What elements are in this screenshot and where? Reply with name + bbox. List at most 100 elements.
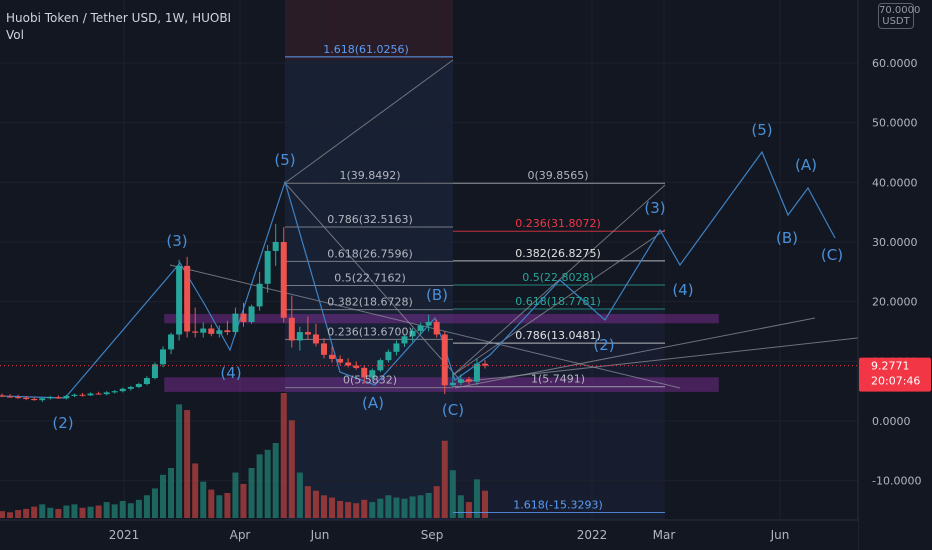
- volume-bar: [256, 454, 263, 518]
- volume-bar: [369, 502, 376, 518]
- symbol-title[interactable]: Huobi Token / Tether USD, 1W, HUOBI: [6, 11, 232, 25]
- volume-bar: [296, 472, 303, 518]
- price-tick-label: 40.0000: [872, 176, 918, 189]
- volume-bar: [232, 472, 239, 518]
- volume-bar: [47, 507, 54, 518]
- volume-bar: [312, 490, 319, 518]
- candle-body: [264, 250, 271, 284]
- wave-label: (3): [166, 232, 187, 250]
- candle-body: [168, 334, 175, 350]
- candle-body: [457, 379, 464, 383]
- annotation-labels: 1(39.8492) 0.786(32.5163) 0.618(26.7596) 0.…: [52, 43, 843, 512]
- volume-bar: [7, 512, 14, 518]
- candle-body: [200, 328, 207, 333]
- volume-bar: [87, 506, 94, 518]
- volume-bar: [280, 393, 287, 518]
- volume-bar: [272, 443, 279, 518]
- volume-bar: [39, 504, 46, 518]
- wave-label: (4): [220, 364, 241, 382]
- candle-body: [425, 321, 432, 326]
- fib-range-top-shade: [285, 0, 453, 60]
- candle-body: [208, 328, 215, 334]
- time-tick-label: Mar: [653, 528, 676, 542]
- volume-bar: [409, 496, 416, 518]
- volume-bar: [160, 474, 166, 518]
- candle-body: [256, 283, 263, 307]
- volume-bar: [465, 502, 472, 518]
- volume-bar: [55, 508, 62, 518]
- drawings: [0, 56, 931, 513]
- candle-body: [31, 398, 38, 401]
- wave-label: (5): [274, 151, 295, 169]
- volume-bar: [111, 504, 118, 518]
- currency-price-text: 70.0000: [879, 5, 921, 16]
- candle-body: [288, 317, 295, 341]
- volume-bar: [441, 440, 448, 518]
- trend-line: [452, 184, 666, 376]
- candle-body: [337, 358, 344, 363]
- candle-body: [329, 354, 336, 359]
- candle-body: [272, 241, 279, 251]
- price-tick-label: -10.0000: [872, 475, 921, 488]
- volume-bar: [135, 499, 142, 518]
- time-axis: 2021 Apr Jun Sep 2022 Mar Jun: [0, 519, 858, 550]
- candle-body: [192, 331, 199, 333]
- candle-body: [7, 396, 14, 398]
- time-tick-label: Jun: [770, 528, 790, 542]
- volume-bar: [385, 495, 392, 518]
- elliott-wave-path: [0, 150, 836, 399]
- candle-body: [441, 334, 448, 386]
- volume-bar: [433, 486, 440, 518]
- candle-body: [321, 343, 327, 355]
- volume-bar: [23, 508, 30, 518]
- wave-label: (C): [442, 401, 464, 419]
- volume-bar: [377, 498, 384, 518]
- wave-label: (A): [362, 394, 384, 412]
- candle-body: [417, 325, 424, 331]
- fib-level-label: 0.618(26.7596): [327, 247, 413, 260]
- candle-body: [401, 336, 408, 344]
- volume-bar: [329, 497, 336, 518]
- volume-bars: [0, 393, 488, 518]
- candle-body: [409, 330, 416, 337]
- candle-body: [361, 367, 368, 378]
- price-tick-label: 20.0000: [872, 296, 918, 309]
- price-tick-label: 60.0000: [872, 57, 918, 70]
- volume-bar: [0, 511, 5, 518]
- fib-right-label: 0.786(13.0481): [515, 329, 601, 342]
- candle-body: [216, 330, 223, 334]
- candle-body: [87, 393, 94, 396]
- price-tick-label: 50.0000: [872, 117, 918, 130]
- currency-button[interactable]: 70.0000 USDT: [878, 3, 921, 29]
- volume-bar: [393, 497, 400, 518]
- wave-label: (2): [52, 414, 73, 432]
- volume-bar: [79, 507, 86, 518]
- volume-bar: [103, 502, 110, 518]
- fib-range-shade: [285, 60, 453, 520]
- volume-bar: [304, 486, 311, 518]
- volume-bar: [401, 498, 408, 518]
- candle-body: [393, 343, 400, 352]
- candle-body: [160, 349, 166, 365]
- candle-body: [71, 394, 78, 396]
- volume-bar: [337, 500, 344, 518]
- volume-bar: [31, 506, 38, 518]
- time-tick-label: 2022: [577, 528, 608, 542]
- wave-label: (B): [426, 286, 448, 304]
- candle-body: [176, 265, 183, 335]
- last-price-badge: 9.2771 20:07:46: [0, 357, 931, 392]
- fib-right-label: 1(5.7491): [531, 373, 585, 386]
- candle-body: [47, 397, 54, 399]
- volume-bar: [200, 481, 207, 518]
- candle-body: [23, 397, 30, 399]
- fib-level-label: 0.786(32.5163): [327, 213, 413, 226]
- wave-label: (5): [751, 121, 772, 139]
- candle-body: [15, 397, 22, 399]
- price-axis: 60.000050.000040.000030.000020.000010.00…: [857, 0, 932, 550]
- volume-bar: [192, 463, 199, 518]
- candles: [0, 224, 488, 402]
- volume-bar: [457, 495, 464, 518]
- candle-body: [0, 395, 5, 397]
- wave-label: (2): [593, 336, 614, 354]
